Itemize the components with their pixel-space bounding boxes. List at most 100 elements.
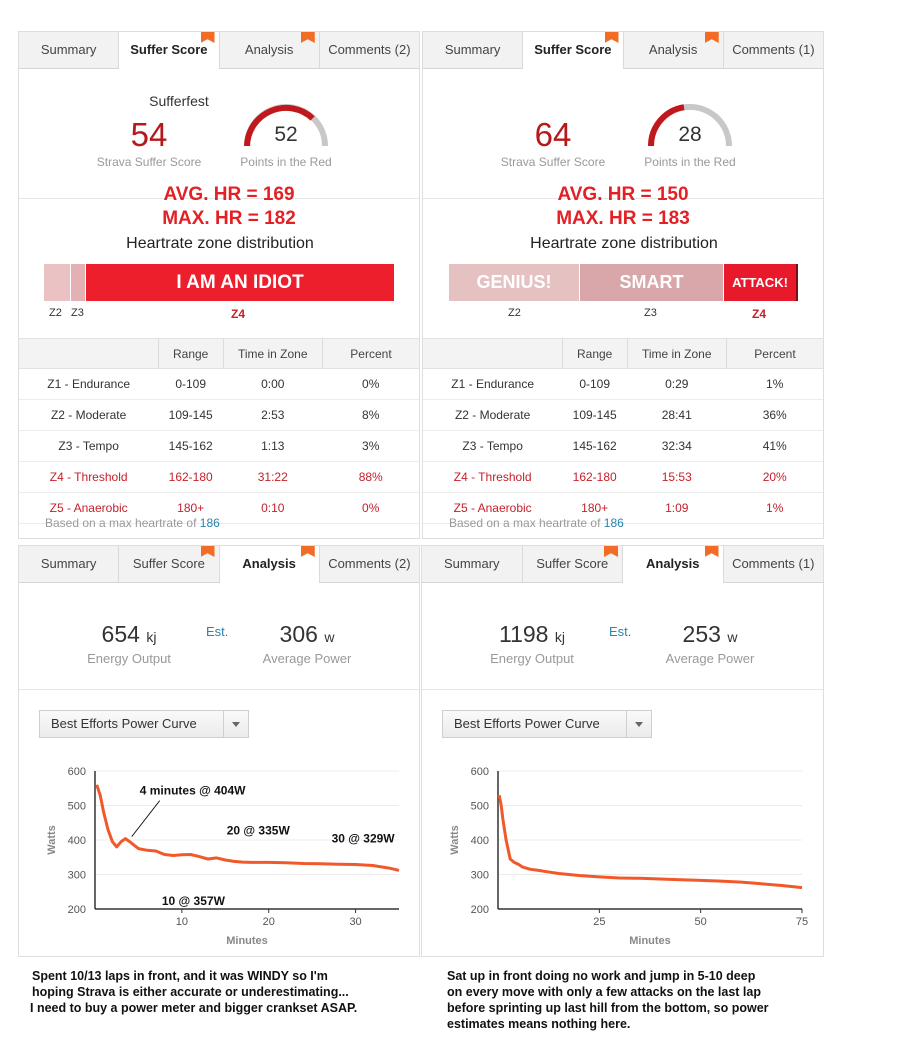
chevron-down-icon[interactable] [223, 711, 248, 737]
tab-summary[interactable]: Summary [19, 546, 120, 582]
table-cell: 36% [726, 399, 823, 431]
points-in-red-label: Points in the Red [644, 155, 736, 169]
tab-summary[interactable]: Summary [19, 32, 120, 68]
average-power-label: Average Power [262, 651, 352, 666]
tab-suffer-score[interactable]: Suffer Score [523, 546, 623, 582]
table-cell: 162-180 [562, 461, 628, 493]
power-curve-dropdown[interactable]: Best Efforts Power Curve [442, 710, 652, 738]
table-cell: 20% [726, 461, 823, 493]
energy-number: 654 [101, 621, 140, 647]
table-header-row: Range Time in Zone Percent [19, 338, 419, 369]
energy-number: 1198 [499, 621, 549, 647]
power-curve-line [95, 784, 400, 872]
estimate-link[interactable]: Est. [609, 624, 632, 639]
tab-summary[interactable]: Summary [422, 546, 523, 582]
zone-label-z2: Z2 [508, 307, 521, 319]
table-cell: 0-109 [158, 368, 224, 400]
power-number: 253 [682, 621, 721, 647]
divider [19, 689, 419, 690]
points-in-red-gauge [244, 104, 328, 147]
energy-unit: kj [554, 629, 565, 645]
zone-label-z4: Z4 [231, 307, 246, 321]
table-cell: 31:22 [223, 461, 323, 493]
y-tick-label: 500 [471, 801, 489, 813]
tab-label: Analysis [242, 556, 296, 571]
table-header: Percent [321, 338, 419, 369]
table-cell: 1:13 [223, 430, 323, 462]
analysis-panel-right: Summary Suffer Score Analysis Comments (… [421, 545, 824, 957]
y-tick-label: 500 [68, 801, 86, 813]
table-cell: Z3 - Tempo [423, 430, 563, 462]
table-row: Z1 - Endurance 0-109 0:00 0% [19, 368, 419, 400]
zone-label-z3: Z3 [644, 307, 657, 319]
divider [422, 689, 823, 690]
distribution-title: Heartrate zone distribution [126, 235, 314, 252]
estimate-link[interactable]: Est. [206, 624, 229, 639]
zone-bar-z3 [71, 264, 85, 301]
annotation-label: 4 minutes @ 404W [140, 784, 246, 798]
analysis-panel-left: Summary Suffer Score Analysis Comments (… [18, 545, 420, 957]
table-row: Z5 - Anaerobic 180+ 0:10 0% [19, 492, 419, 524]
max-hr-link[interactable]: 186 [199, 516, 220, 530]
table-row: Z4 - Threshold 162-180 31:22 88% [19, 461, 419, 493]
divider [19, 198, 419, 199]
max-hr-link[interactable]: 186 [603, 516, 624, 530]
tab-bar: Summary Suffer Score Analysis Comments (… [423, 32, 823, 69]
caption-right: Sat up in front doing no work and jump i… [447, 968, 769, 1032]
tab-analysis[interactable]: Analysis [220, 32, 320, 68]
table-cell: 0:29 [627, 368, 727, 400]
tab-summary[interactable]: Summary [423, 32, 524, 68]
distribution-title: Heartrate zone distribution [530, 235, 718, 252]
zone-label-z4: Z4 [752, 307, 767, 321]
premium-flag-icon [300, 32, 315, 43]
max-hr-note: Based on a max heartrate of 186 [45, 516, 220, 530]
max-hr-note-text: Based on a max heartrate of [449, 516, 601, 530]
tab-suffer-score[interactable]: Suffer Score [119, 32, 220, 69]
chevron-down-icon[interactable] [626, 711, 651, 737]
table-header [19, 338, 159, 369]
avg-hr-annotation: AVG. HR = 150 [557, 184, 689, 205]
tab-comments[interactable]: Comments (1) [732, 42, 815, 57]
tab-analysis[interactable]: Analysis [623, 546, 724, 583]
premium-flag-icon [704, 546, 719, 557]
suffer-score-value: 64 [534, 116, 572, 153]
tab-comments[interactable]: Comments (1) [732, 556, 815, 571]
table-cell: 180+ [562, 492, 628, 524]
tab-bar: Summary Suffer Score Analysis Comments (… [19, 32, 419, 69]
energy-output-label: Energy Output [87, 651, 171, 666]
table-cell: Z5 - Anaerobic [19, 492, 159, 524]
tab-comments[interactable]: Comments (2) [328, 556, 411, 571]
tab-comments[interactable]: Comments (2) [328, 42, 411, 57]
table-row: Z3 - Tempo 145-162 32:34 41% [423, 430, 823, 462]
table-header: Time in Zone [222, 338, 323, 369]
table-header [423, 338, 563, 369]
table-header-row: Range Time in Zone Percent [423, 338, 823, 369]
premium-flag-icon [704, 32, 719, 43]
tab-analysis[interactable]: Analysis [219, 546, 320, 583]
tab-analysis[interactable]: Analysis [624, 32, 724, 68]
dropdown-label: Best Efforts Power Curve [454, 716, 600, 731]
table-cell: 109-145 [158, 399, 224, 431]
premium-flag-icon [604, 546, 618, 557]
table-cell: 145-162 [562, 430, 628, 462]
table-cell: 8% [322, 399, 419, 431]
tab-label: Suffer Score [534, 42, 612, 57]
x-tick-label: 75 [796, 916, 808, 928]
table-header: Percent [725, 338, 823, 369]
suffer-score-panel-left: Summary Suffer Score Analysis Comments (… [18, 31, 420, 539]
energy-output-label: Energy Output [490, 651, 574, 666]
tab-label: Suffer Score [130, 42, 208, 57]
table-cell: 0:10 [223, 492, 323, 524]
caption-line: hoping Strava is either accurate or unde… [32, 985, 349, 999]
power-number: 306 [279, 621, 318, 647]
points-in-red-gauge [647, 104, 732, 147]
table-cell: 180+ [158, 492, 224, 524]
tab-bar: Summary Suffer Score Analysis Comments (… [19, 546, 419, 583]
tab-suffer-score[interactable]: Suffer Score [119, 546, 220, 582]
premium-flag-icon [604, 32, 619, 43]
dropdown-label: Best Efforts Power Curve [51, 716, 197, 731]
tab-suffer-score[interactable]: Suffer Score [523, 32, 624, 69]
premium-flag-icon [200, 32, 215, 43]
tab-label: Analysis [244, 42, 294, 57]
power-curve-dropdown[interactable]: Best Efforts Power Curve [39, 710, 249, 738]
